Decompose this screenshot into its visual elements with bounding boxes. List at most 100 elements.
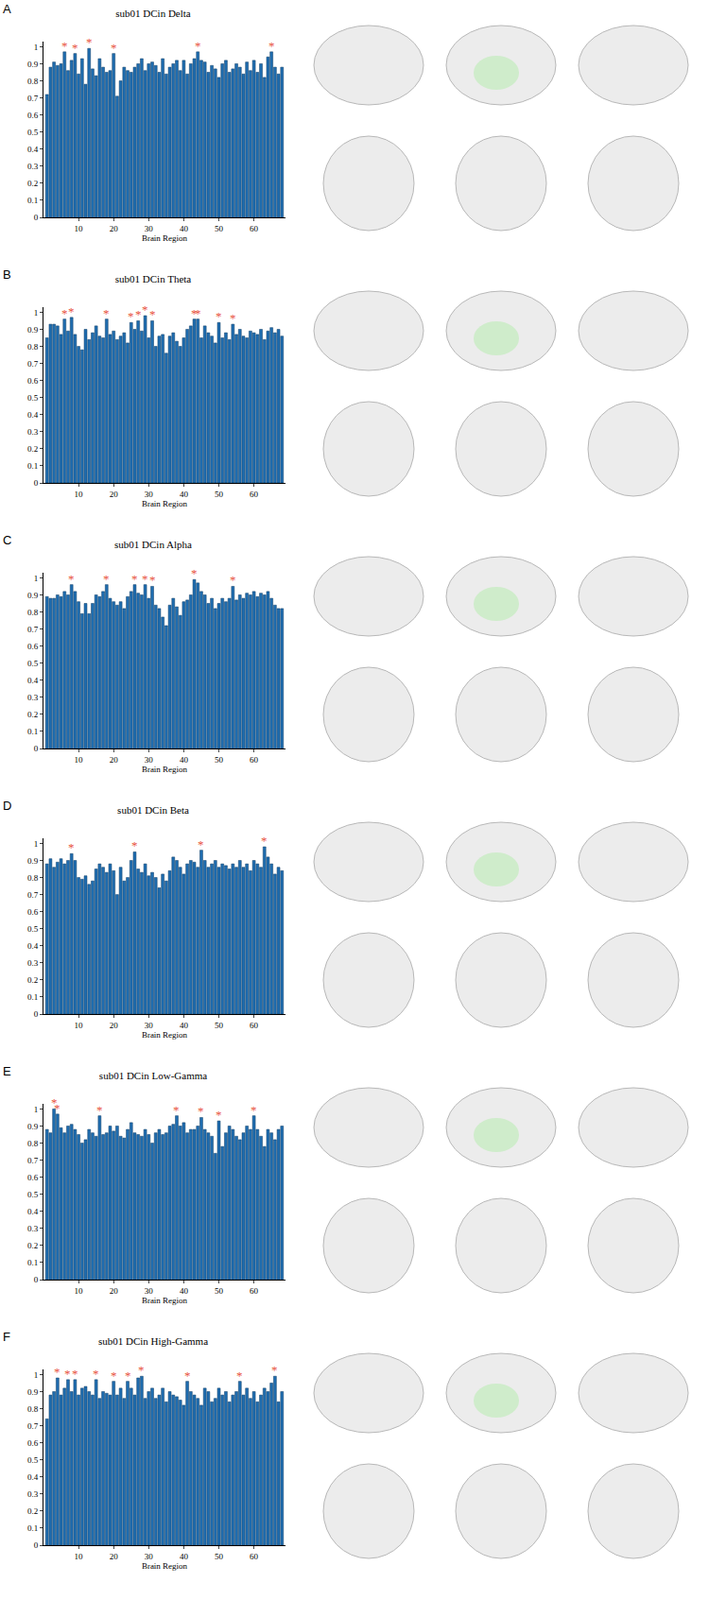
svg-text:0: 0 [34, 212, 39, 223]
svg-text:sub01 DCin High-Gamma: sub01 DCin High-Gamma [98, 1335, 208, 1348]
svg-text:10: 10 [74, 1020, 85, 1031]
svg-text:*: * [197, 1104, 205, 1119]
svg-text:0.4: 0.4 [27, 675, 39, 686]
svg-text:*: * [68, 304, 75, 319]
svg-text:*: * [229, 572, 237, 588]
svg-text:0.2: 0.2 [27, 178, 38, 189]
svg-text:0: 0 [34, 743, 39, 754]
svg-text:0.7: 0.7 [27, 1421, 39, 1432]
svg-text:20: 20 [109, 1286, 120, 1297]
svg-text:sub01 DCin Theta: sub01 DCin Theta [115, 273, 192, 285]
svg-text:20: 20 [109, 489, 120, 500]
svg-text:*: * [229, 311, 237, 326]
svg-text:sub01 DCin Beta: sub01 DCin Beta [117, 804, 190, 816]
svg-text:*: * [124, 1368, 132, 1384]
svg-text:0.7: 0.7 [27, 1156, 39, 1166]
svg-text:0.4: 0.4 [27, 1207, 39, 1217]
svg-text:60: 60 [249, 489, 260, 500]
svg-text:30: 30 [144, 1552, 155, 1562]
svg-text:0.3: 0.3 [27, 958, 39, 969]
svg-text:*: * [141, 302, 149, 317]
svg-text:*: * [86, 34, 93, 50]
svg-text:0.8: 0.8 [27, 607, 39, 618]
svg-text:*: * [138, 1363, 145, 1378]
svg-text:0.6: 0.6 [27, 376, 39, 386]
svg-text:*: * [103, 571, 110, 587]
svg-text:1: 1 [34, 573, 39, 584]
svg-text:50: 50 [214, 1020, 225, 1031]
svg-text:0.9: 0.9 [27, 1122, 39, 1132]
svg-text:40: 40 [179, 1286, 190, 1297]
svg-text:0.2: 0.2 [27, 1241, 38, 1251]
svg-text:0.3: 0.3 [27, 692, 39, 703]
svg-text:0.4: 0.4 [27, 1472, 39, 1483]
svg-text:*: * [194, 306, 202, 321]
svg-text:0.7: 0.7 [27, 359, 39, 369]
svg-text:*: * [71, 1366, 79, 1382]
svg-text:0.7: 0.7 [27, 624, 39, 635]
svg-text:*: * [51, 1095, 58, 1110]
svg-text:sub01 DCin Delta: sub01 DCin Delta [115, 7, 191, 19]
svg-text:30: 30 [144, 489, 155, 500]
svg-text:0.8: 0.8 [27, 1139, 39, 1149]
svg-text:60: 60 [249, 1286, 260, 1297]
svg-text:*: * [68, 840, 75, 855]
svg-text:0.7: 0.7 [27, 93, 39, 104]
svg-text:sub01 DCin Low-Gamma: sub01 DCin Low-Gamma [99, 1070, 208, 1082]
svg-text:*: * [184, 1368, 191, 1384]
svg-text:*: * [71, 40, 79, 55]
svg-text:50: 50 [214, 1286, 225, 1297]
svg-text:0: 0 [34, 1275, 39, 1285]
svg-text:*: * [197, 837, 205, 852]
svg-text:20: 20 [109, 224, 120, 234]
svg-text:1: 1 [34, 42, 39, 52]
svg-text:60: 60 [249, 755, 260, 765]
svg-text:*: * [53, 1365, 61, 1380]
svg-text:20: 20 [109, 1552, 120, 1562]
svg-text:0.2: 0.2 [27, 709, 38, 720]
svg-text:Brain Region: Brain Region [141, 1030, 189, 1040]
svg-text:*: * [110, 40, 118, 55]
svg-text:0.1: 0.1 [27, 726, 38, 737]
svg-text:0.6: 0.6 [27, 907, 39, 917]
svg-text:*: * [149, 307, 156, 322]
svg-text:*: * [92, 1366, 100, 1382]
svg-text:10: 10 [74, 489, 85, 500]
svg-text:50: 50 [214, 489, 225, 500]
svg-text:*: * [131, 571, 139, 587]
svg-text:0.3: 0.3 [27, 161, 39, 172]
svg-text:0.1: 0.1 [27, 1523, 38, 1534]
svg-text:0.2: 0.2 [27, 1506, 38, 1517]
svg-text:1: 1 [34, 839, 39, 849]
svg-text:30: 30 [144, 1020, 155, 1031]
svg-text:1: 1 [34, 1105, 39, 1115]
svg-text:Brain Region: Brain Region [141, 1561, 189, 1572]
svg-text:*: * [215, 309, 223, 324]
svg-text:*: * [64, 1366, 71, 1382]
svg-text:10: 10 [74, 224, 85, 234]
svg-text:60: 60 [249, 224, 260, 234]
svg-text:*: * [131, 838, 139, 853]
svg-text:0.8: 0.8 [27, 76, 39, 87]
svg-text:*: * [236, 1368, 243, 1384]
svg-text:40: 40 [179, 755, 190, 765]
svg-text:0.8: 0.8 [27, 1404, 39, 1415]
svg-text:0.7: 0.7 [27, 890, 39, 900]
svg-text:0.5: 0.5 [27, 1455, 39, 1466]
svg-text:*: * [68, 571, 75, 587]
svg-text:40: 40 [179, 1552, 190, 1562]
svg-text:Brain Region: Brain Region [141, 764, 189, 775]
svg-text:0: 0 [34, 1009, 39, 1020]
svg-text:10: 10 [74, 1286, 85, 1297]
svg-text:0.4: 0.4 [27, 941, 39, 952]
svg-text:*: * [53, 1101, 61, 1116]
svg-text:*: * [135, 307, 142, 322]
svg-text:0: 0 [34, 1540, 39, 1551]
svg-text:1: 1 [34, 308, 39, 318]
svg-text:*: * [141, 571, 149, 587]
svg-text:20: 20 [109, 1020, 120, 1031]
svg-text:50: 50 [214, 755, 225, 765]
svg-text:*: * [194, 38, 202, 53]
svg-text:0: 0 [34, 478, 39, 488]
svg-text:*: * [96, 1103, 104, 1118]
